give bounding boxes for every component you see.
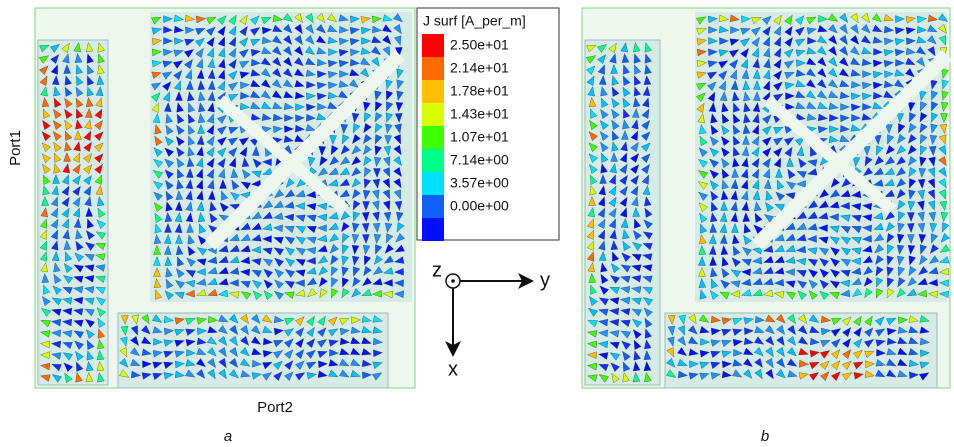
panel-caption: a [224, 428, 232, 445]
legend-color-band [422, 149, 444, 172]
legend-label: 1.07e+01 [450, 129, 509, 145]
legend-label: 7.14e+00 [450, 152, 509, 168]
legend-color-band [422, 103, 444, 126]
legend-label: 3.57e+00 [450, 175, 509, 191]
port-label: Port2 [257, 399, 293, 416]
legend-color-band [422, 57, 444, 80]
axis-label: x [448, 358, 458, 380]
legend-color-band [422, 218, 444, 241]
legend-color-band [422, 126, 444, 149]
figure: Port1 Port2 a b J surf [A_per_m] 2.50e+0… [0, 0, 954, 447]
axis-label: y [540, 269, 550, 291]
legend-color-band [422, 34, 444, 57]
legend-label: 2.50e+01 [450, 37, 509, 53]
legend-color-band [422, 172, 444, 195]
legend-label: 1.78e+01 [450, 83, 509, 99]
legend-label: 2.14e+01 [450, 60, 509, 76]
legend-label: 0.00e+00 [450, 198, 509, 214]
legend-color-band [422, 195, 444, 218]
legend-title: J surf [A_per_m] [423, 13, 526, 29]
z-axis-dot [451, 279, 455, 283]
port-label: Port1 [7, 130, 24, 166]
legend-color-band [422, 80, 444, 103]
legend-label: 1.43e+01 [450, 106, 509, 122]
axes-triad: z y x [432, 259, 550, 380]
panel-caption: b [761, 428, 769, 445]
legend: J surf [A_per_m] 2.50e+01 2.14e+01 1.78e+0… [417, 8, 559, 241]
axis-label: z [432, 259, 442, 281]
